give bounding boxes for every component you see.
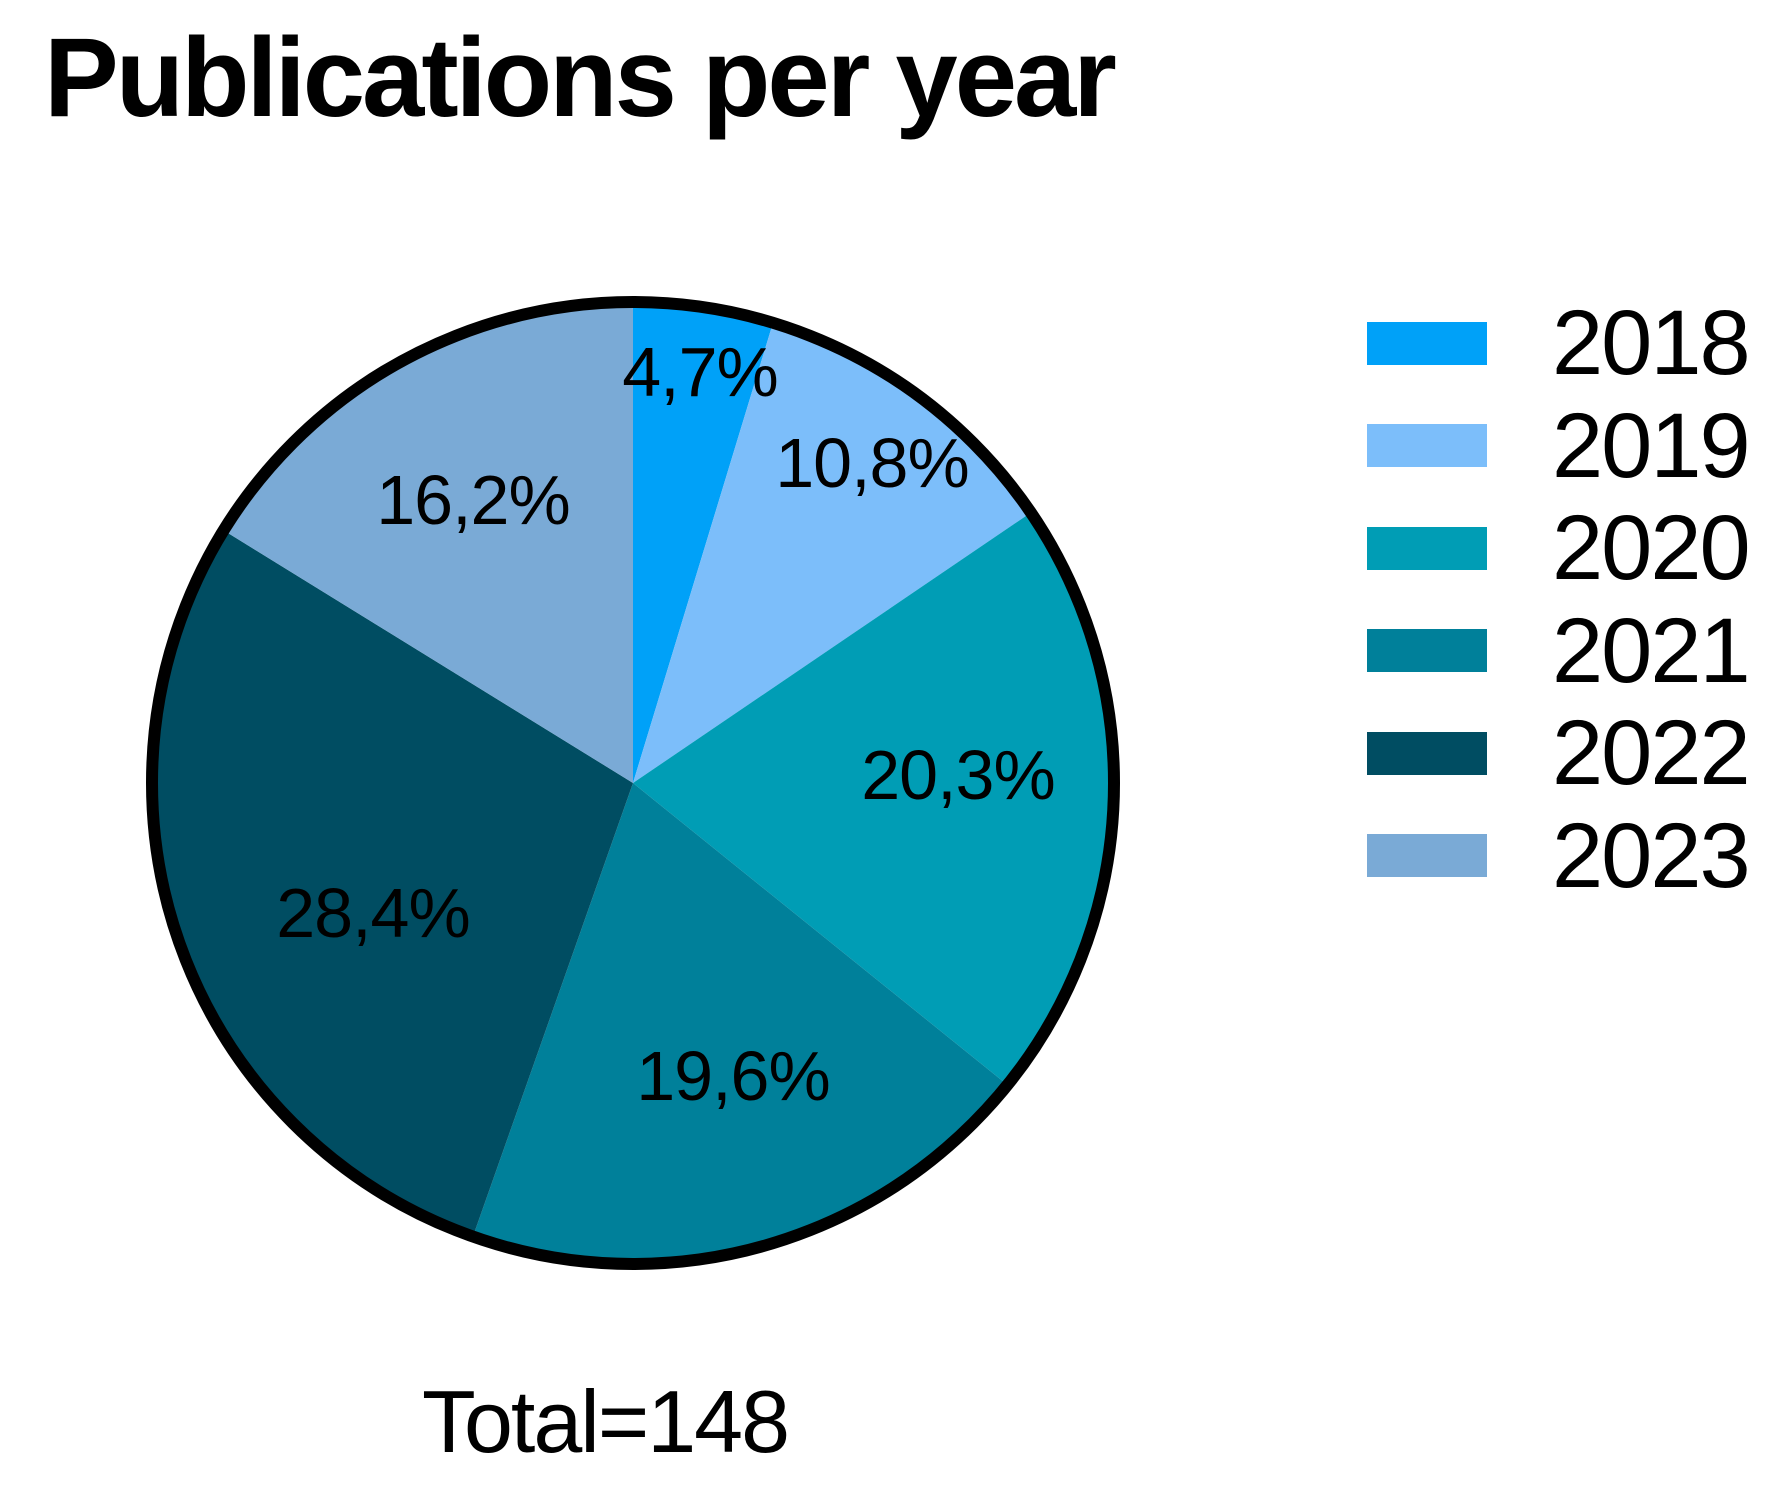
pie-slice-2021 (472, 783, 1008, 1265)
legend-label-2022: 2022 (1552, 702, 1751, 805)
pie-outline (146, 296, 1120, 1270)
total-label: Total=148 (421, 1372, 790, 1471)
legend-swatch-2018 (1367, 321, 1487, 365)
legend-label-2019: 2019 (1552, 394, 1751, 497)
slice-percent-label-2019: 10,8% (775, 424, 968, 502)
legend-item-2023: 2023 (1367, 804, 1751, 908)
legend-item-2020: 2020 (1367, 497, 1751, 600)
legend-label-2023: 2023 (1552, 804, 1751, 907)
legend-item-2022: 2022 (1367, 702, 1751, 805)
pie-slice-2022 (151, 530, 634, 1237)
pie-slice-2019 (633, 322, 1031, 783)
legend-item-2021: 2021 (1367, 599, 1751, 703)
pie-slice-2020 (633, 512, 1115, 1085)
legend-swatch-2022 (1367, 731, 1487, 775)
legend-swatch-2020 (1367, 526, 1487, 570)
slice-percent-label-2020: 20,3% (861, 736, 1054, 814)
slice-percent-label-2018: 4,7% (622, 333, 778, 411)
legend-label-2020: 2020 (1552, 497, 1751, 600)
legend-swatch-2023 (1367, 834, 1487, 878)
chart-title: Publications per year (44, 15, 1117, 140)
legend-label-2021: 2021 (1552, 599, 1751, 702)
legend-item-2019: 2019 (1367, 394, 1751, 498)
slice-percent-label-2021: 19,6% (636, 1037, 829, 1115)
slice-percent-label-2022: 28,4% (276, 874, 469, 952)
legend-label-2018: 2018 (1552, 292, 1751, 395)
legend: 2018 2019 2020 2021 2022 2023 (1367, 292, 1751, 908)
pie-slice-2023 (223, 302, 634, 783)
legend-swatch-2019 (1367, 424, 1487, 468)
legend-swatch-2021 (1367, 629, 1487, 673)
legend-item-2018: 2018 (1367, 292, 1751, 395)
slice-percent-label-2023: 16,2% (376, 461, 569, 539)
pie-slice-2018 (633, 302, 773, 783)
